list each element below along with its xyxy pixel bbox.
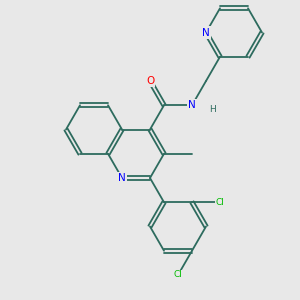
Text: N: N bbox=[118, 173, 126, 183]
Text: N: N bbox=[188, 100, 196, 110]
Text: Cl: Cl bbox=[174, 271, 182, 280]
Text: O: O bbox=[146, 76, 154, 86]
Text: N: N bbox=[202, 28, 210, 38]
Text: Cl: Cl bbox=[216, 198, 224, 207]
Text: H: H bbox=[209, 105, 216, 114]
